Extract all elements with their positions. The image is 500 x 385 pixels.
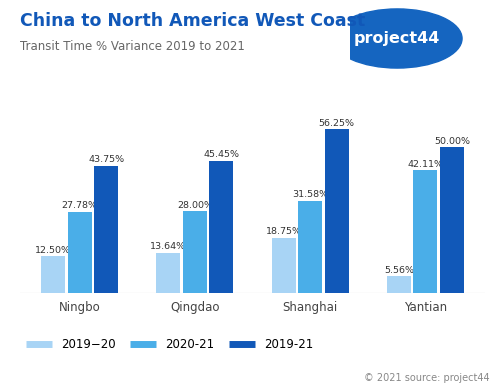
Text: 50.00%: 50.00% <box>434 137 470 146</box>
Bar <box>387 276 411 293</box>
Text: 31.58%: 31.58% <box>292 190 328 199</box>
Text: © 2021 source: project44: © 2021 source: project44 <box>364 373 490 383</box>
Bar <box>440 147 464 293</box>
Bar <box>183 211 207 293</box>
Bar <box>414 171 438 293</box>
Text: 42.11%: 42.11% <box>408 160 444 169</box>
Text: 43.75%: 43.75% <box>88 155 124 164</box>
Bar <box>94 166 118 293</box>
Bar <box>210 161 234 293</box>
Text: 28.00%: 28.00% <box>177 201 213 209</box>
Legend: 2019−20, 2020-21, 2019-21: 2019−20, 2020-21, 2019-21 <box>22 333 318 356</box>
Text: 27.78%: 27.78% <box>62 201 98 210</box>
Bar <box>298 201 322 293</box>
Text: 5.56%: 5.56% <box>384 266 414 275</box>
Text: Transit Time % Variance 2019 to 2021: Transit Time % Variance 2019 to 2021 <box>20 40 245 54</box>
Text: 18.75%: 18.75% <box>266 228 302 236</box>
Bar <box>41 256 65 293</box>
Text: 45.45%: 45.45% <box>204 150 240 159</box>
Bar <box>324 129 348 293</box>
Bar <box>156 253 180 293</box>
Bar <box>272 238 295 293</box>
Circle shape <box>332 9 462 68</box>
Bar <box>68 212 92 293</box>
Text: 13.64%: 13.64% <box>150 242 186 251</box>
Text: 12.50%: 12.50% <box>35 246 71 254</box>
Text: China to North America West Coast: China to North America West Coast <box>20 12 365 30</box>
Text: project44: project44 <box>354 31 440 46</box>
Text: 56.25%: 56.25% <box>318 119 354 127</box>
